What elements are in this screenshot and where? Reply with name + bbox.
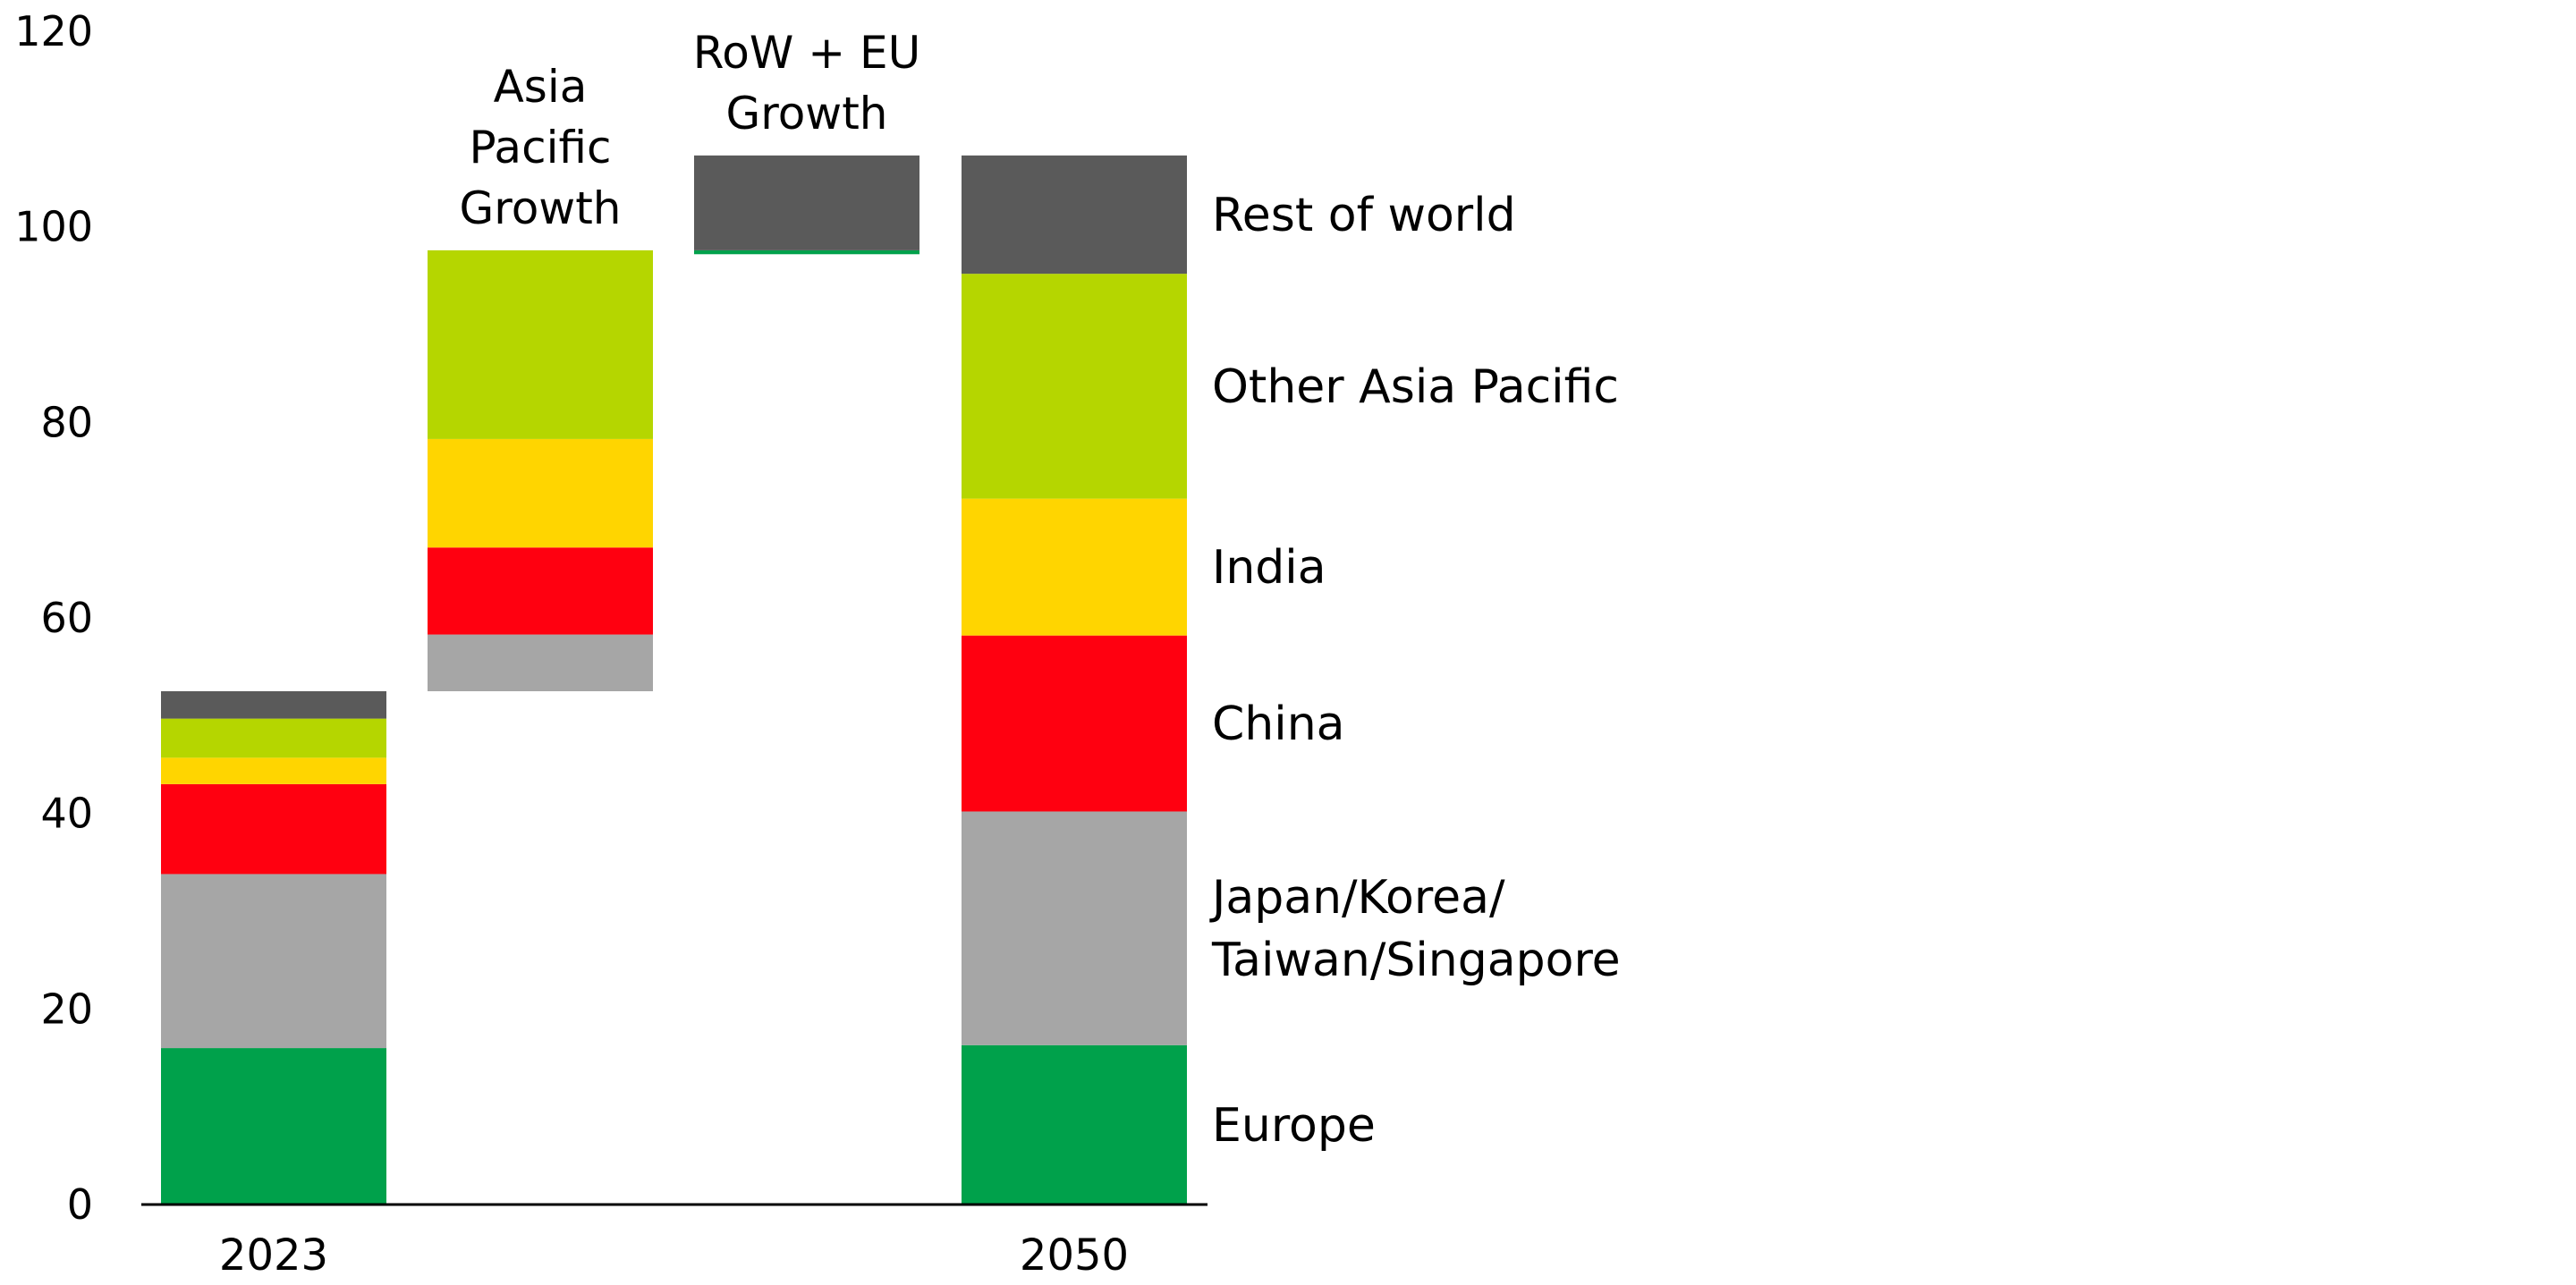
bar-segment-europe	[694, 249, 919, 255]
bar-segment-other-asia-pacific	[962, 274, 1187, 499]
bar-segment-other-asia-pacific	[161, 718, 386, 758]
bar-top-label: Asia Pacific Growth	[460, 61, 622, 234]
series-label-other-asia-pacific: Other Asia Pacific	[1212, 360, 1619, 414]
x-axis-category-labels: 2023 2050	[219, 1230, 1129, 1281]
series-labels: Rest of world Other Asia Pacific India Chin…	[1209, 189, 1621, 1153]
y-tick-label: 0	[67, 1180, 93, 1229]
series-label-japan-korea-taiwan-singapore: Japan/Korea/Taiwan/Singapore	[1209, 871, 1621, 987]
bar-top-label: RoW + EU Growth	[693, 27, 920, 139]
y-tick-label: 40	[40, 790, 93, 838]
series-label-china: China	[1212, 697, 1345, 751]
bar-segment-europe	[962, 1044, 1187, 1205]
bar-segment-china	[161, 783, 386, 875]
y-tick-label: 100	[14, 203, 93, 251]
y-tick-label: 60	[40, 594, 93, 642]
y-tick-label: 80	[40, 398, 93, 446]
series-label-rest-of-world: Rest of world	[1212, 189, 1516, 242]
bar-segment-china	[428, 547, 653, 635]
bar-top-labels: Asia Pacific Growth RoW + EU Growth	[460, 27, 921, 234]
bar-1	[161, 691, 386, 1205]
bar-2	[428, 249, 653, 691]
bar-segment-rest-of-world	[161, 691, 386, 719]
y-tick-label: 20	[40, 985, 93, 1033]
bar-3	[694, 155, 919, 255]
bar-segment-china	[962, 635, 1187, 812]
bar-segment-other-asia-pacific	[428, 249, 653, 439]
series-label-europe: Europe	[1212, 1099, 1376, 1153]
bar-segment-india	[962, 498, 1187, 636]
bar-segment-india	[428, 438, 653, 548]
y-tick-label: 120	[14, 7, 93, 55]
bar-segment-rest-of-world	[962, 155, 1187, 275]
series-label-india: India	[1212, 541, 1326, 595]
bar-segment-japan-korea-taiwan-singapore	[161, 874, 386, 1049]
bar-4	[962, 155, 1187, 1205]
bar-segment-rest-of-world	[694, 155, 919, 250]
y-axis-ticks: 0 20 40 60 80 100 120	[14, 7, 93, 1229]
x-category-label: 2050	[1020, 1230, 1129, 1281]
bar-segment-japan-korea-taiwan-singapore	[962, 811, 1187, 1045]
x-category-label: 2023	[219, 1230, 328, 1281]
bars	[161, 155, 1187, 1205]
bar-segment-india	[161, 757, 386, 784]
bar-segment-europe	[161, 1048, 386, 1205]
bar-segment-japan-korea-taiwan-singapore	[428, 634, 653, 691]
